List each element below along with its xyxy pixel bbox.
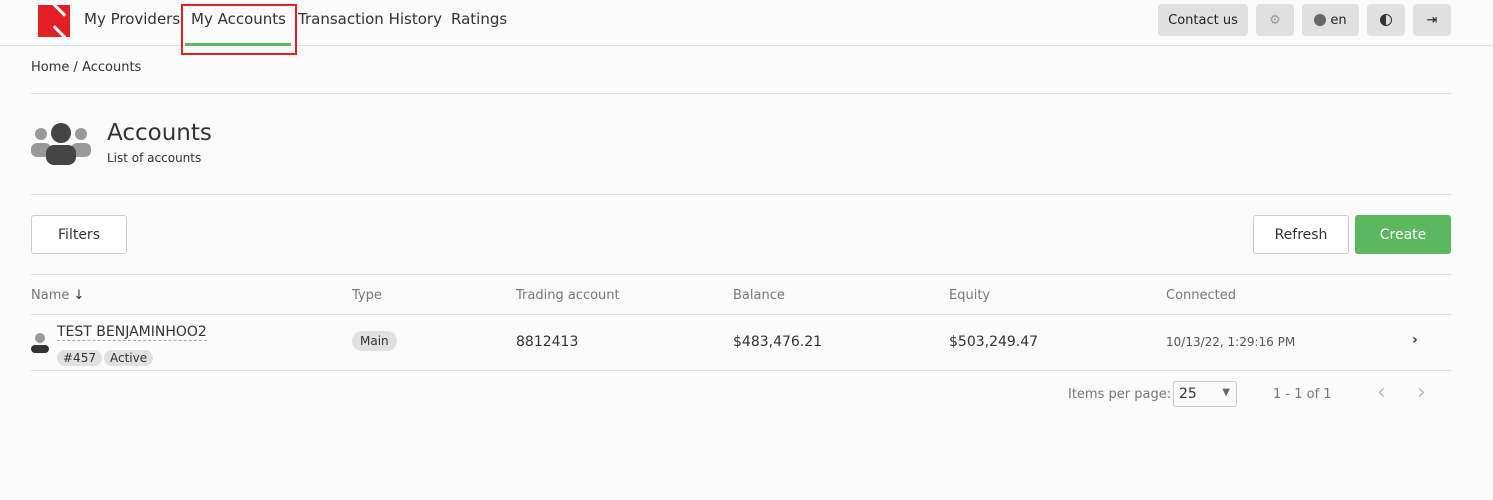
nav-my-accounts[interactable]: My Accounts — [191, 10, 286, 28]
nav-ratings[interactable]: Ratings — [451, 10, 508, 28]
account-name[interactable]: TEST BENJAMINHOO2 — [57, 324, 207, 341]
breadcrumb-separator: / — [73, 60, 78, 75]
logo[interactable] — [38, 5, 70, 37]
language-label: en — [1330, 12, 1347, 28]
column-header-trading-account: Trading account — [516, 288, 620, 303]
breadcrumb: Home / Accounts — [31, 60, 141, 75]
column-header-type: Type — [352, 288, 382, 303]
refresh-button[interactable]: Refresh — [1253, 215, 1349, 254]
status-badge: Active — [103, 350, 154, 366]
type-badge: Main — [352, 331, 397, 351]
per-page-value: 25 — [1179, 386, 1197, 402]
divider — [31, 314, 1451, 315]
account-badges: #457 Active — [57, 347, 155, 366]
logout-button[interactable]: ⇥ — [1413, 4, 1451, 36]
equity: $503,249.47 — [949, 334, 1039, 350]
divider — [31, 194, 1451, 195]
users-icon — [31, 123, 91, 165]
header-label: Name — [31, 288, 70, 303]
active-tab-indicator — [185, 43, 291, 46]
filters-button[interactable]: Filters — [31, 215, 127, 254]
gear-icon: ⚙ — [1269, 12, 1281, 28]
items-per-page-label: Items per page: — [1068, 387, 1172, 402]
create-button[interactable]: Create — [1355, 215, 1451, 254]
column-header-equity: Equity — [949, 288, 991, 303]
divider — [31, 370, 1451, 371]
theme-toggle-button[interactable] — [1367, 4, 1405, 36]
page-range: 1 - 1 of 1 — [1273, 387, 1332, 402]
sort-arrow-down-icon: ↓ — [73, 288, 85, 303]
chevron-right-icon[interactable]: › — [1412, 332, 1418, 348]
next-page-button[interactable]: › — [1417, 380, 1426, 405]
language-button[interactable]: en — [1302, 4, 1359, 36]
column-header-connected: Connected — [1166, 288, 1237, 303]
balance: $483,476.21 — [733, 334, 823, 350]
logout-icon: ⇥ — [1426, 12, 1438, 28]
column-header-balance: Balance — [733, 288, 785, 303]
prev-page-button[interactable]: ‹ — [1377, 380, 1386, 405]
contact-us-button[interactable]: Contact us — [1158, 4, 1248, 36]
page-title: Accounts — [107, 120, 212, 146]
globe-icon — [1314, 14, 1327, 26]
column-header-name[interactable]: Name ↓ — [31, 288, 84, 303]
user-icon — [31, 333, 49, 353]
breadcrumb-current: Accounts — [82, 60, 142, 75]
trading-account: 8812413 — [516, 334, 579, 350]
connected-time: 10/13/22, 1:29:16 PM — [1166, 335, 1296, 349]
settings-button[interactable]: ⚙ — [1256, 4, 1294, 36]
top-bar: My Providers My Accounts Transaction His… — [0, 0, 1493, 55]
nav-transaction-history[interactable]: Transaction History — [298, 10, 442, 28]
nav-my-providers[interactable]: My Providers — [84, 10, 181, 28]
account-id-badge: #457 — [57, 350, 102, 366]
contrast-icon — [1380, 14, 1392, 26]
divider — [31, 274, 1451, 275]
breadcrumb-home[interactable]: Home — [31, 60, 70, 75]
divider — [31, 93, 1451, 94]
nav-highlight-box — [181, 4, 297, 55]
page-subtitle: List of accounts — [107, 151, 202, 165]
caret-down-icon: ▼ — [1222, 387, 1230, 398]
items-per-page-select[interactable]: 25 ▼ — [1173, 381, 1237, 407]
